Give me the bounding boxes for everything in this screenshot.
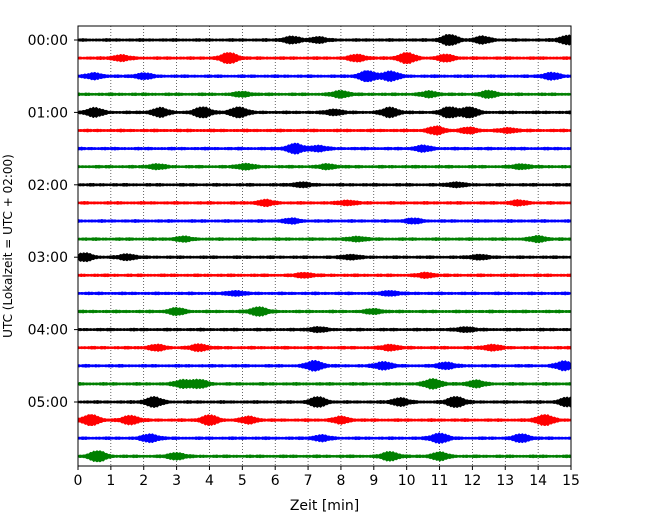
y-tick-label: 00:00 [28, 33, 68, 49]
trace-line [77, 217, 572, 225]
y-tick-label: 05:00 [28, 395, 68, 411]
trace-line [77, 326, 572, 334]
trace-line [77, 198, 572, 208]
y-axis-label: UTC (Lokalzeit = UTC + 02:00) [1, 154, 15, 338]
plot-frame [77, 25, 572, 467]
trace-line [77, 125, 572, 136]
trace-line [77, 290, 572, 297]
x-tick-label: 3 [172, 473, 181, 489]
x-tick-label: 0 [74, 473, 83, 489]
trace-line [77, 181, 572, 189]
x-tick-label: 7 [304, 473, 313, 489]
trace-line [77, 52, 572, 64]
grid-lines [110, 26, 539, 466]
x-ticks: 0 1 2 3 4 5 6 7 8 9 10 11 12 13 14 15 [74, 466, 580, 489]
trace-line [77, 343, 572, 353]
trace-line [77, 378, 572, 390]
trace-line [77, 162, 572, 171]
trace-line [77, 271, 572, 279]
trace-line [77, 34, 572, 46]
trace-line [77, 142, 572, 155]
trace-line [77, 306, 572, 317]
y-tick-label: 03:00 [28, 250, 68, 266]
x-tick-label: 9 [369, 473, 378, 489]
x-tick-label: 11 [431, 473, 449, 489]
x-tick-label: 2 [139, 473, 148, 489]
trace-line [77, 106, 572, 119]
trace-line [77, 450, 572, 463]
x-axis-label: Zeit [min] [290, 498, 359, 514]
x-tick-label: 6 [271, 473, 280, 489]
x-tick-label: 15 [562, 473, 580, 489]
x-tick-label: 4 [205, 473, 214, 489]
x-tick-label: 14 [529, 473, 547, 489]
trace-line [77, 359, 572, 372]
x-tick-label: 13 [496, 473, 514, 489]
x-tick-label: 10 [398, 473, 416, 489]
trace-line [77, 70, 572, 83]
trace-line [77, 396, 572, 408]
y-tick-label: 01:00 [28, 105, 68, 121]
x-tick-label: 5 [238, 473, 247, 489]
x-tick-label: 8 [336, 473, 345, 489]
x-tick-label: 1 [106, 473, 115, 489]
trace-line [77, 252, 572, 263]
y-tick-label: 02:00 [28, 178, 68, 194]
y-ticks: 00:00 01:00 02:00 03:00 04:00 05:00 [28, 33, 78, 411]
traces [77, 34, 572, 463]
trace-line [77, 89, 572, 99]
trace-line [77, 414, 572, 426]
y-tick-label: 04:00 [28, 323, 68, 339]
x-tick-label: 12 [463, 473, 481, 489]
trace-line [77, 432, 572, 445]
trace-line [77, 234, 572, 244]
